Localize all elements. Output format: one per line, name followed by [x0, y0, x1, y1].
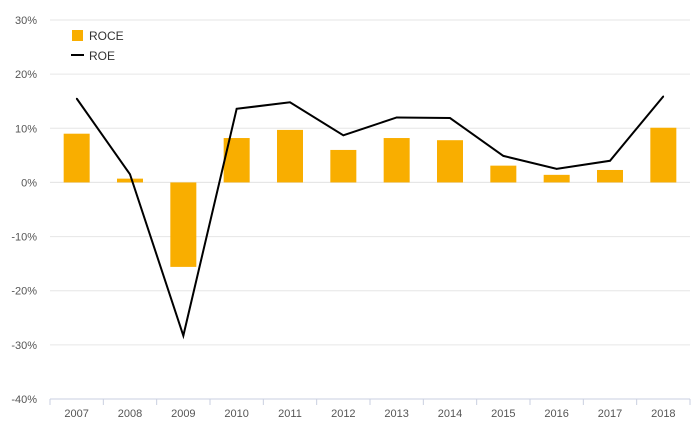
- bar-roce-2013: [383, 138, 410, 183]
- y-tick-label: 10%: [15, 123, 37, 135]
- point-roe-2008: [129, 173, 131, 176]
- point-roe-2014: [449, 117, 451, 119]
- point-roe-2012: [342, 134, 345, 137]
- y-tick-label: -40%: [11, 394, 37, 406]
- x-tick-label: 2014: [438, 408, 462, 420]
- bar-roce-2012: [330, 149, 357, 183]
- point-roe-2016: [555, 168, 558, 170]
- x-tick-label: 2018: [651, 408, 675, 420]
- point-roe-2013: [395, 116, 398, 119]
- y-tick-label: -20%: [11, 286, 37, 298]
- bar-roce-2008: [117, 178, 143, 183]
- y-tick-label: 0%: [21, 177, 37, 189]
- x-tick-label: 2010: [224, 408, 248, 420]
- point-roe-2007: [75, 97, 78, 100]
- point-roe-2010: [235, 107, 238, 110]
- legend-swatch-roce: [72, 30, 83, 41]
- bar-roce-2016: [543, 174, 570, 183]
- point-roe-2015: [502, 155, 505, 157]
- line-roe: [75, 95, 665, 340]
- bar-roce-2007: [63, 133, 90, 183]
- y-tick-label: -10%: [11, 232, 37, 244]
- bar-roce-2017: [597, 169, 623, 183]
- bar-roce-2009: [170, 182, 197, 267]
- legend-label-roe: ROE: [89, 49, 115, 63]
- bar-roce-2014: [437, 140, 463, 183]
- bar-roce-2011: [277, 129, 303, 183]
- point-roe-2018: [662, 95, 665, 98]
- x-tick-label: 2011: [278, 408, 302, 420]
- legend-label-roce: ROCE: [89, 29, 124, 43]
- x-tick-label: 2013: [384, 408, 408, 420]
- x-tick-label: 2017: [598, 408, 622, 420]
- x-tick-label: 2008: [118, 408, 142, 420]
- x-tick-label: 2007: [64, 408, 88, 420]
- x-tick-label: 2016: [544, 408, 568, 420]
- y-tick-label: -30%: [11, 340, 37, 352]
- y-tick-label: 20%: [15, 69, 37, 81]
- y-tick-label: 30%: [15, 15, 37, 27]
- point-roe-2009: [182, 334, 185, 337]
- x-tick-label: 2009: [171, 408, 195, 420]
- x-tick-label: 2012: [331, 408, 355, 420]
- bar-roce-2015: [490, 165, 517, 183]
- point-roe-2011: [289, 101, 291, 104]
- gridlines: [50, 19, 690, 346]
- point-roe-2017: [609, 159, 611, 162]
- bars-roce: [63, 127, 677, 267]
- x-tick-label: 2015: [491, 408, 515, 420]
- series-line-roe: [75, 95, 665, 340]
- bar-roce-2018: [650, 127, 677, 183]
- axes: 30% 20% 10% 0% -10% -20% -30% -40% 2007 2008 2009 2…: [11, 15, 691, 420]
- legend: ROCE ROE: [71, 29, 124, 63]
